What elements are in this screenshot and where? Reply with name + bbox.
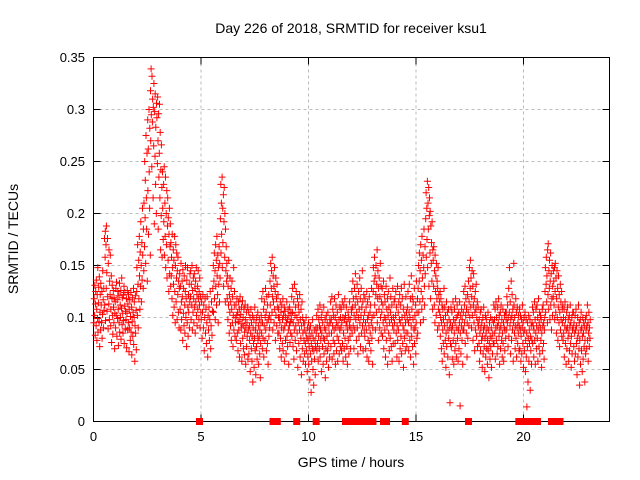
x-tick-label: 20 [516,429,530,444]
event-square-marker [534,418,541,425]
x-tick-label: 10 [301,429,315,444]
event-square-marker [517,418,525,425]
y-tick-label: 0.15 [60,258,85,273]
event-square-marker [465,418,472,425]
event-square-marker [401,418,409,425]
event-square-marker [273,418,281,425]
event-square-marker [196,418,203,425]
event-square-marker [556,418,564,425]
event-square-marker [549,418,557,425]
y-tick-label: 0.2 [67,206,85,221]
y-tick-label: 0 [78,414,85,429]
y-tick-label: 0.3 [67,102,85,117]
event-square-marker [383,418,390,425]
tick-labels: 0 5 10 15 20 0 0.05 0.1 0.15 0.2 0.25 0.3 0.35 [60,50,531,444]
event-square-marker [360,418,368,425]
x-tick-label: 15 [409,429,423,444]
event-square-marker [369,418,377,425]
event-square-marker [525,418,533,425]
y-tick-label: 0.25 [60,154,85,169]
event-square-marker [365,418,372,425]
x-tick-label: 5 [197,429,204,444]
event-square-marker [293,418,301,425]
chart-title: Day 226 of 2018, SRMTID for receiver ksu… [215,20,487,36]
event-square-marker [312,418,320,425]
x-axis-label: GPS time / hours [298,454,405,470]
x-tick-label: 0 [90,429,97,444]
srmtid-plus-markers [90,65,594,411]
y-tick-label: 0.05 [60,362,85,377]
y-tick-label: 0.1 [67,310,85,325]
data-points-layer [90,65,594,425]
y-axis-label: SRMTID / TECUs [5,184,21,294]
y-tick-label: 0.35 [60,50,85,65]
